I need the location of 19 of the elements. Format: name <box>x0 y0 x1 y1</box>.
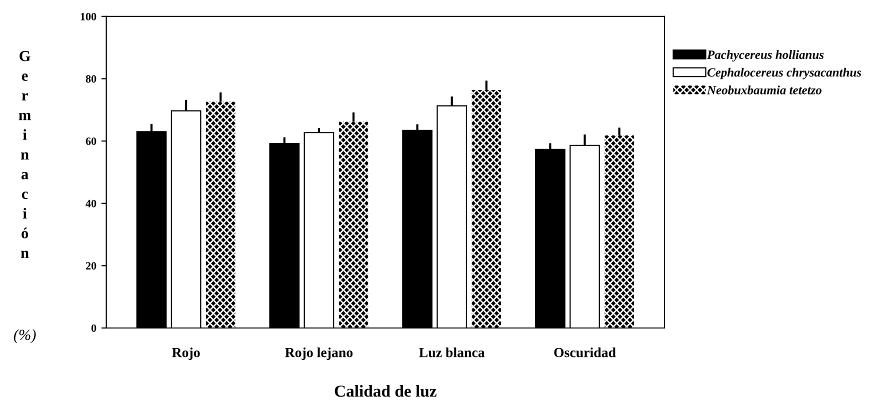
bar <box>338 122 368 328</box>
y-tick-label: 0 <box>91 324 96 332</box>
x-axis-title: Calidad de luz <box>334 385 436 397</box>
y-tick-label: 20 <box>86 262 96 270</box>
y-tick-label: 60 <box>86 138 96 146</box>
text: Germinación (%) <box>14 50 36 344</box>
bar <box>472 90 502 328</box>
x-tick-label: Rojo lejano <box>285 347 353 360</box>
x-tick-label: Oscuridad <box>554 347 616 358</box>
bar <box>206 102 236 328</box>
x-tick-label: Rojo <box>172 347 200 360</box>
legend-label: Neobuxbaumia tetetzo <box>706 86 822 94</box>
y-tick-label: 40 <box>86 200 96 208</box>
y-tick-label: 100 <box>80 12 96 20</box>
bar <box>604 135 634 328</box>
legend-label: Pachycereus hollianus <box>706 50 824 62</box>
y-tick-label: 80 <box>86 75 96 83</box>
x-tick-label: Luz blanca <box>419 347 485 358</box>
legend-label: Cephalocereus chrysacanthus <box>707 68 862 80</box>
